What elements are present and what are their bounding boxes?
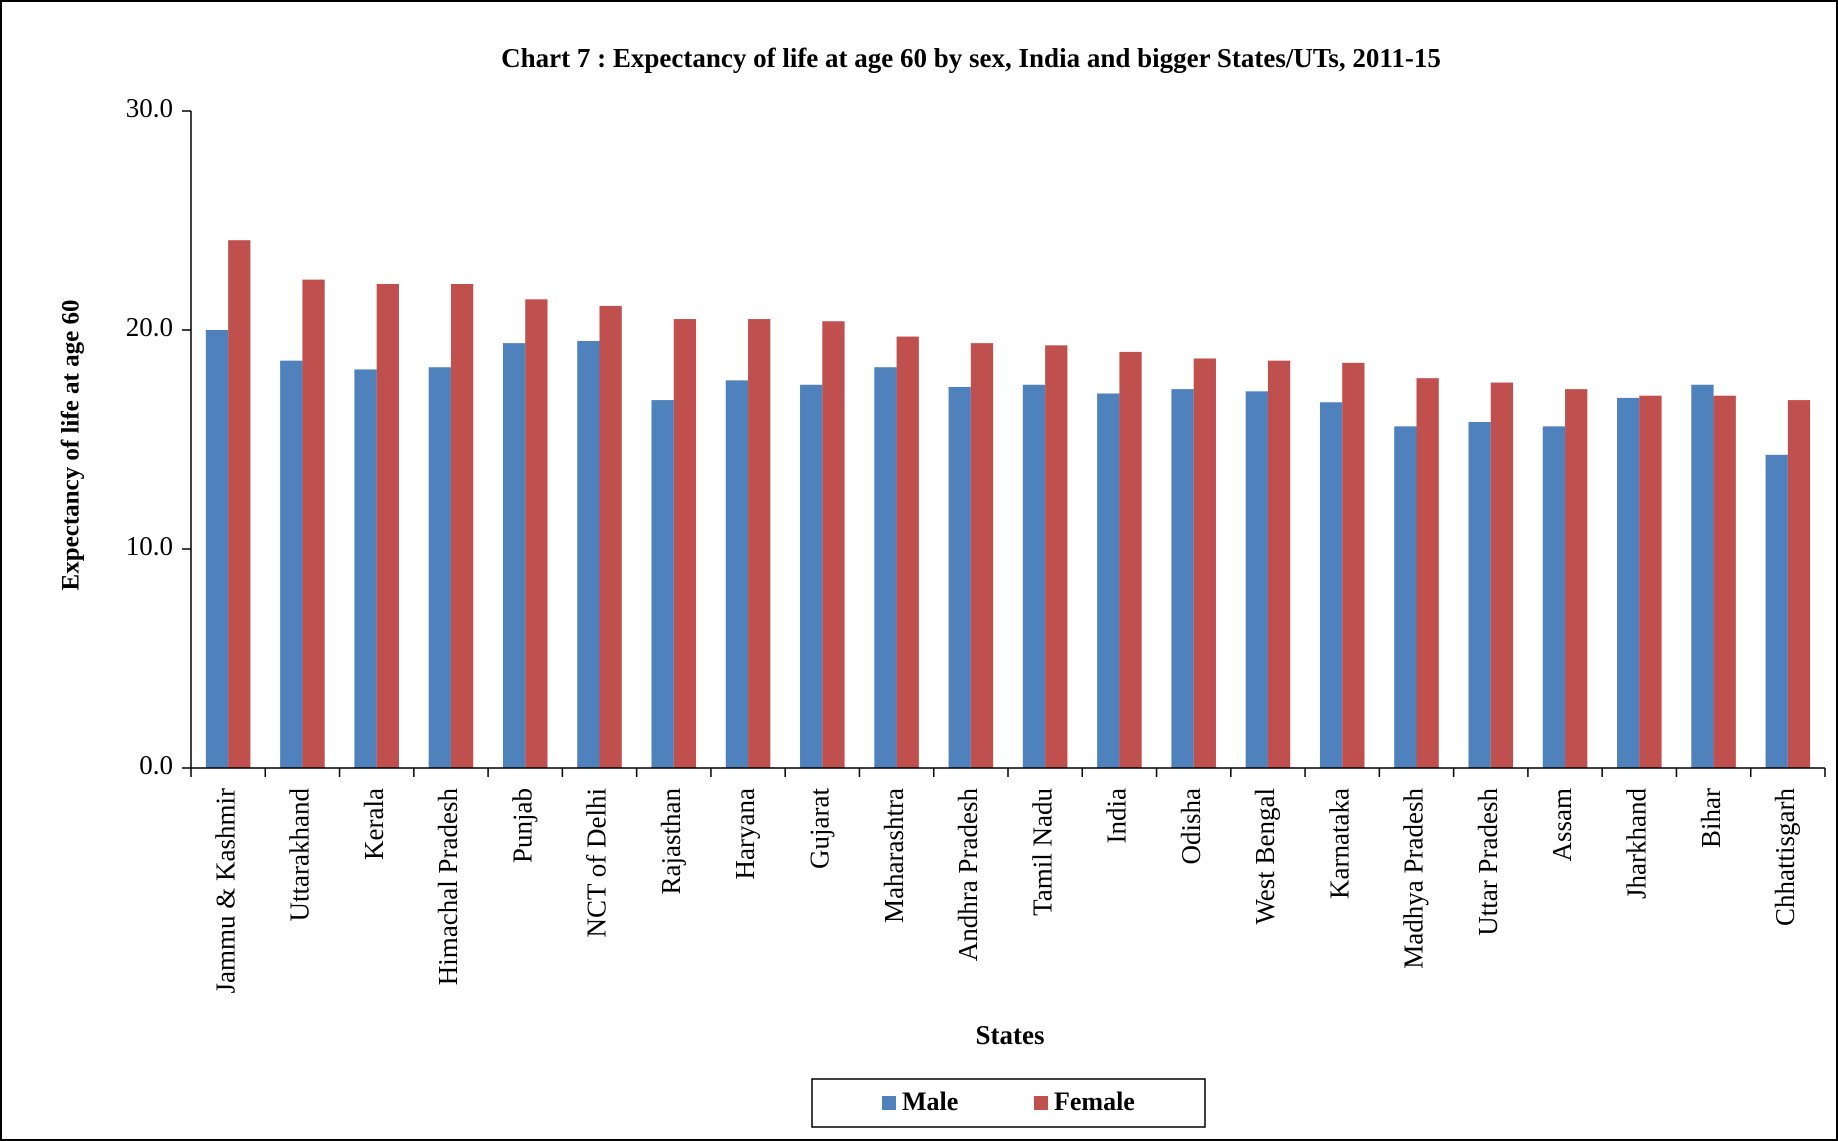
legend-label: Male [902, 1087, 958, 1116]
x-tick-label: Himachal Pradesh [433, 788, 463, 986]
x-tick-label: Rajasthan [656, 788, 686, 895]
x-tick-label: Jharkhand [1622, 788, 1652, 899]
y-tick-label: 20.0 [126, 312, 173, 342]
bar [874, 367, 897, 768]
bar [302, 279, 325, 768]
bar [525, 299, 548, 768]
x-tick-label: Maharashtra [879, 788, 909, 923]
bar [428, 367, 451, 768]
x-tick-label: Chhattisgarh [1770, 788, 1800, 926]
bar [280, 360, 303, 768]
legend-box [811, 1078, 1206, 1128]
bar [1565, 389, 1588, 768]
bar [1490, 382, 1514, 768]
bar [896, 336, 919, 768]
bar [376, 284, 399, 768]
bar [1022, 384, 1046, 768]
bar [599, 305, 622, 768]
bar [228, 240, 251, 768]
bar [822, 321, 845, 768]
x-tick-label: Kerala [359, 788, 389, 860]
bar [1045, 345, 1068, 768]
y-tick-label: 10.0 [126, 531, 173, 561]
y-axis-label: Expectancy of life at age 60 [58, 300, 85, 591]
x-tick-label: West Bengal [1250, 788, 1280, 925]
legend-swatch [882, 1096, 896, 1110]
legend-swatch [1034, 1096, 1048, 1110]
bar [577, 340, 600, 768]
bar [1617, 397, 1640, 768]
x-tick-label: Andhra Pradesh [953, 788, 983, 962]
bar [450, 284, 474, 768]
x-tick-label: Haryana [730, 788, 760, 879]
bar [1171, 389, 1194, 768]
bar [1542, 426, 1566, 768]
bar [725, 380, 749, 768]
x-tick-label: Uttar Pradesh [1473, 788, 1503, 936]
x-tick-label: India [1102, 788, 1132, 843]
bar [1193, 358, 1216, 768]
y-tick-label: 30.0 [126, 93, 173, 123]
bar [748, 319, 771, 768]
legend-label: Female [1054, 1087, 1135, 1116]
bar [1245, 391, 1268, 768]
bar [1713, 395, 1736, 768]
x-tick-label: Gujarat [805, 788, 835, 869]
chart-title: Chart 7 : Expectancy of life at age 60 b… [501, 43, 1441, 73]
bar [800, 384, 823, 768]
x-tick-label: Punjab [507, 788, 537, 863]
x-tick-label: Bihar [1696, 788, 1726, 848]
x-tick-label: NCT of Delhi [582, 788, 612, 938]
bar [354, 369, 377, 768]
bar [205, 330, 229, 768]
bar [1765, 454, 1788, 768]
x-axis-label: States [976, 1020, 1045, 1050]
x-tick-label: Assam [1547, 788, 1577, 862]
x-tick-label: Madhya Pradesh [1399, 788, 1429, 969]
bar [1691, 384, 1714, 768]
bar [1097, 393, 1120, 768]
bar [502, 343, 526, 768]
bar [1119, 351, 1142, 768]
bar [1639, 395, 1662, 768]
bar [970, 343, 994, 768]
x-tick-label: Jammu & Kashmir [210, 788, 240, 993]
bar [1267, 360, 1291, 768]
bar [673, 319, 697, 768]
y-tick-label: 0.0 [139, 750, 173, 780]
bar [948, 386, 971, 768]
bar [1319, 402, 1343, 768]
x-tick-label: Uttarakhand [285, 788, 315, 922]
bar [1416, 378, 1439, 768]
x-tick-label: Tamil Nadu [1027, 788, 1057, 916]
bar [1468, 421, 1491, 768]
bar [1342, 362, 1365, 768]
bar [1394, 426, 1417, 768]
x-tick-label: Odisha [1176, 788, 1206, 865]
bar [651, 400, 674, 768]
x-tick-label: Karnataka [1324, 788, 1354, 899]
bar [1787, 400, 1811, 768]
